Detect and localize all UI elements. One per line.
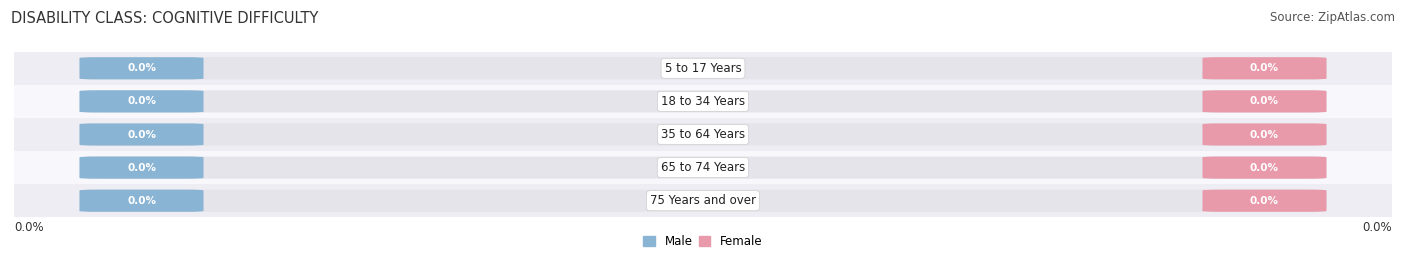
Text: 0.0%: 0.0% xyxy=(1250,129,1279,140)
Text: 0.0%: 0.0% xyxy=(1250,63,1279,73)
Bar xyxy=(14,118,1392,151)
Text: 65 to 74 Years: 65 to 74 Years xyxy=(661,161,745,174)
Text: 0.0%: 0.0% xyxy=(127,96,156,107)
Text: 75 Years and over: 75 Years and over xyxy=(650,194,756,207)
FancyBboxPatch shape xyxy=(80,90,1326,112)
Text: DISABILITY CLASS: COGNITIVE DIFFICULTY: DISABILITY CLASS: COGNITIVE DIFFICULTY xyxy=(11,11,319,26)
Bar xyxy=(14,151,1392,184)
Text: 0.0%: 0.0% xyxy=(1362,221,1392,234)
Text: 18 to 34 Years: 18 to 34 Years xyxy=(661,95,745,108)
Text: 0.0%: 0.0% xyxy=(127,162,156,173)
Bar xyxy=(14,85,1392,118)
FancyBboxPatch shape xyxy=(1202,57,1326,79)
Bar xyxy=(14,52,1392,85)
FancyBboxPatch shape xyxy=(80,123,204,146)
FancyBboxPatch shape xyxy=(1202,123,1326,146)
FancyBboxPatch shape xyxy=(80,123,1326,146)
Text: 0.0%: 0.0% xyxy=(1250,196,1279,206)
FancyBboxPatch shape xyxy=(1202,157,1326,179)
FancyBboxPatch shape xyxy=(1202,190,1326,212)
Text: 0.0%: 0.0% xyxy=(14,221,44,234)
Text: 0.0%: 0.0% xyxy=(127,129,156,140)
FancyBboxPatch shape xyxy=(80,157,204,179)
FancyBboxPatch shape xyxy=(1202,90,1326,112)
Text: 0.0%: 0.0% xyxy=(1250,162,1279,173)
Bar xyxy=(14,184,1392,217)
Text: 0.0%: 0.0% xyxy=(127,196,156,206)
Text: Source: ZipAtlas.com: Source: ZipAtlas.com xyxy=(1270,11,1395,24)
FancyBboxPatch shape xyxy=(80,190,1326,212)
Legend: Male, Female: Male, Female xyxy=(638,230,768,253)
Text: 5 to 17 Years: 5 to 17 Years xyxy=(665,62,741,75)
FancyBboxPatch shape xyxy=(80,157,1326,179)
FancyBboxPatch shape xyxy=(80,190,204,212)
Text: 0.0%: 0.0% xyxy=(1250,96,1279,107)
FancyBboxPatch shape xyxy=(80,57,1326,79)
FancyBboxPatch shape xyxy=(80,57,204,79)
Text: 35 to 64 Years: 35 to 64 Years xyxy=(661,128,745,141)
FancyBboxPatch shape xyxy=(80,90,204,112)
Text: 0.0%: 0.0% xyxy=(127,63,156,73)
